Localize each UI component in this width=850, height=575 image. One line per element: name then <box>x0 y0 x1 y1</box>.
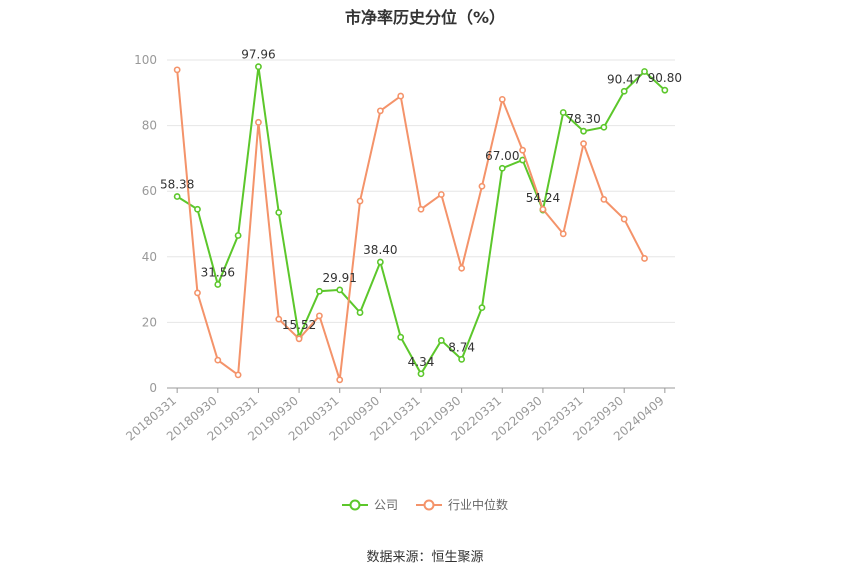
data-point <box>498 95 506 103</box>
data-label: 54.24 <box>526 191 560 205</box>
y-tick-label: 40 <box>142 250 157 264</box>
data-label: 90.80 <box>648 71 682 85</box>
data-point <box>234 232 242 239</box>
y-tick-label: 80 <box>142 119 157 133</box>
grid-lines <box>167 59 675 323</box>
data-label: 29.91 <box>323 271 357 285</box>
data-point <box>295 335 303 343</box>
data-point <box>356 309 364 316</box>
data-label: 90.47 <box>607 72 641 86</box>
y-tick-label: 0 <box>149 381 157 395</box>
y-tick-labels: 0 20 40 60 80 100 <box>134 53 157 395</box>
data-point <box>600 123 608 131</box>
data-labels: 58.38 31.56 97.96 15.52 29.91 38.40 4.34 8.74 67… <box>160 48 682 369</box>
data-point <box>397 92 405 100</box>
data-point <box>580 140 587 148</box>
data-label: 67.00 <box>485 149 519 163</box>
data-label: 8.74 <box>448 340 475 354</box>
data-point <box>519 146 526 154</box>
legend-item-industry[interactable]: 行业中位数 <box>416 496 508 513</box>
data-point <box>539 205 547 213</box>
data-point <box>559 230 567 238</box>
data-label: 58.38 <box>160 178 194 192</box>
data-point <box>376 107 384 115</box>
data-point <box>255 118 262 126</box>
data-point <box>641 68 648 75</box>
data-label: 4.34 <box>408 355 435 369</box>
data-point <box>255 63 262 71</box>
data-point <box>641 255 648 262</box>
data-point <box>458 264 466 272</box>
legend-company-label: 公司 <box>373 498 398 512</box>
data-label: 97.96 <box>241 48 275 62</box>
data-point <box>336 376 344 384</box>
data-point <box>275 315 283 323</box>
data-point <box>194 289 201 297</box>
data-point <box>478 182 486 190</box>
data-point <box>559 109 567 116</box>
data-point <box>620 87 628 95</box>
data-point <box>458 355 466 363</box>
data-point <box>661 86 669 94</box>
data-point <box>194 205 201 213</box>
x-axis: 2018033120180930201903312019093020200331… <box>123 387 675 444</box>
legend-industry-label: 行业中位数 <box>448 498 509 512</box>
data-point <box>173 193 181 200</box>
data-point <box>275 209 283 216</box>
legend-industry-marker <box>416 499 442 510</box>
data-point <box>498 164 506 172</box>
data-point <box>620 215 628 223</box>
data-label: 15.52 <box>282 318 316 332</box>
data-point <box>478 304 486 312</box>
legend: 公司 行业中位数 <box>0 496 850 513</box>
data-point <box>214 281 222 288</box>
y-tick-label: 60 <box>142 184 157 198</box>
legend-company-marker <box>341 499 368 510</box>
data-point <box>397 333 405 341</box>
series-line-1 <box>176 69 646 381</box>
data-point <box>234 371 242 379</box>
chart-title: 市净率历史分位（%） <box>344 8 506 27</box>
series-lines <box>173 63 669 384</box>
data-point <box>437 337 445 344</box>
data-point <box>173 66 181 74</box>
data-point <box>437 191 445 198</box>
data-source: 数据来源：恒生聚源 <box>366 550 484 565</box>
data-label: 38.40 <box>363 243 397 257</box>
data-point <box>315 287 323 295</box>
data-point <box>315 312 323 320</box>
legend-item-company[interactable]: 公司 <box>341 496 398 513</box>
data-point <box>580 127 587 135</box>
data-label: 31.56 <box>201 265 235 279</box>
data-point <box>376 258 384 266</box>
data-point <box>600 195 608 203</box>
data-point <box>417 370 425 378</box>
data-point <box>214 356 222 364</box>
data-point <box>417 205 425 213</box>
y-tick-label: 100 <box>134 53 157 67</box>
data-point <box>356 197 364 205</box>
data-label: 78.30 <box>566 112 600 126</box>
data-point <box>336 286 344 294</box>
y-tick-label: 20 <box>142 315 157 329</box>
